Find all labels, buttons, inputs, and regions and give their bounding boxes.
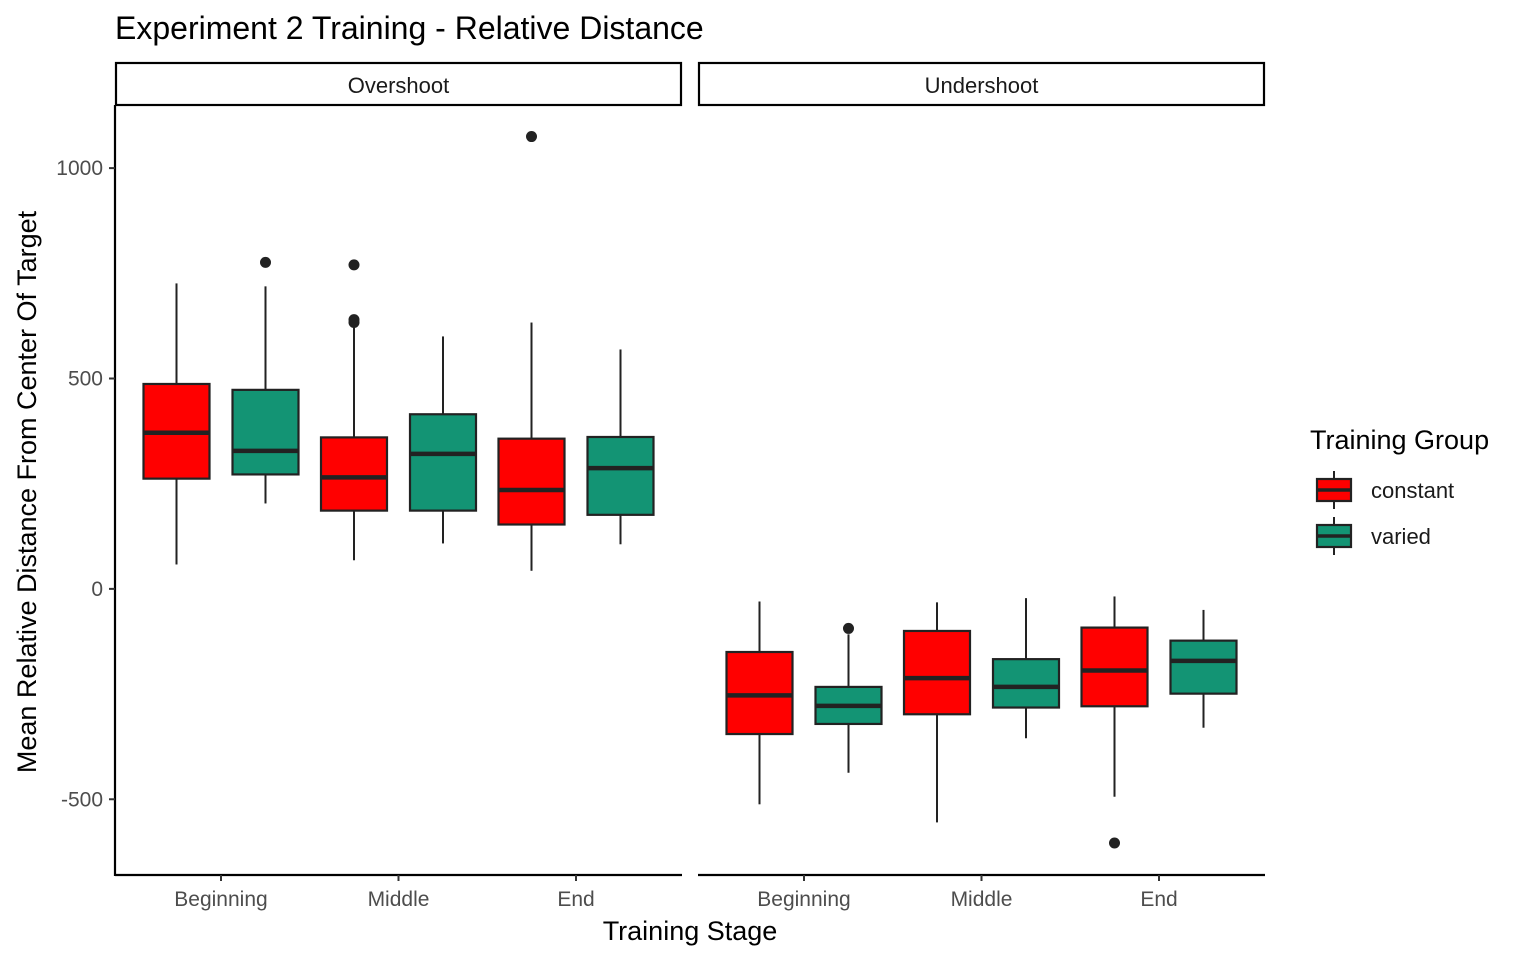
box-beginning-constant <box>142 283 211 565</box>
box-iqr <box>231 388 300 476</box>
box-iqr <box>319 436 389 512</box>
legend-item-label: constant <box>1371 478 1454 503</box>
box-iqr <box>408 413 478 512</box>
facet-strip <box>697 61 1266 107</box>
x-axis-title: Training Stage <box>603 916 778 946</box>
box-end-constant <box>497 131 566 571</box>
box-beginning-varied <box>231 256 300 504</box>
x-tick-label: Beginning <box>174 888 267 911</box>
chart-title: Experiment 2 Training - Relative Distanc… <box>115 10 704 46</box>
outlier-point <box>843 622 854 634</box>
legend-item-label: varied <box>1371 524 1431 549</box>
outlier-point <box>348 259 360 271</box>
y-tick-label: 1000 <box>56 157 103 180</box>
x-tick-label: Beginning <box>757 888 850 911</box>
box-end-varied <box>1169 609 1238 728</box>
box-iqr <box>1080 626 1149 708</box>
box-middle-constant <box>319 259 389 561</box>
legend: Training Group constant varied <box>1310 425 1489 555</box>
outlier-point <box>526 131 537 143</box>
x-tick-label: End <box>557 888 594 911</box>
panel-undershoot: Undershoot Beginning Middle End <box>697 61 1266 911</box>
legend-items: constant varied <box>1315 471 1454 555</box>
box-iqr <box>497 437 566 526</box>
outlier-point <box>1109 837 1120 849</box>
box-iqr <box>902 629 972 716</box>
legend-title: Training Group <box>1310 425 1489 455</box>
box-middle-varied <box>991 598 1061 739</box>
outlier-point <box>260 256 271 268</box>
y-tick-label: 500 <box>68 367 103 390</box>
y-tick-label: -500 <box>61 788 103 811</box>
box-beginning-varied <box>814 622 883 773</box>
box-iqr <box>1169 639 1238 695</box>
box-iqr <box>725 650 794 736</box>
y-tick-label: 0 <box>91 578 103 601</box>
y-axis-title: Mean Relative Distance From Center Of Ta… <box>12 210 42 773</box>
box-end-constant <box>1080 596 1149 849</box>
facet-strip-label: Overshoot <box>348 73 450 98</box>
box-iqr <box>586 435 655 516</box>
panel-overshoot: Overshoot -500 0 500 1000 Beginning Middle End <box>56 61 683 911</box>
box-end-varied <box>586 349 655 545</box>
facet-strip-label: Undershoot <box>925 73 1039 98</box>
facet-strip <box>114 61 683 107</box>
legend-item-varied: varied <box>1315 517 1431 555</box>
box-middle-constant <box>902 602 972 823</box>
box-beginning-constant <box>725 601 794 805</box>
outlier-point <box>348 317 360 329</box>
x-tick-label: Middle <box>951 888 1013 911</box>
box-iqr <box>991 658 1061 709</box>
x-tick-label: End <box>1140 888 1177 911</box>
box-middle-varied <box>408 336 478 544</box>
x-tick-label: Middle <box>368 888 430 911</box>
legend-item-constant: constant <box>1315 471 1454 509</box>
